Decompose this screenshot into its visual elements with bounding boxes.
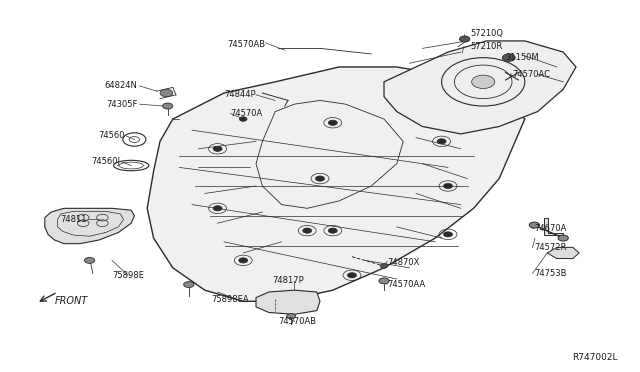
Text: 74570AB: 74570AB (227, 40, 266, 49)
Circle shape (239, 258, 248, 263)
Text: 74570AC: 74570AC (512, 70, 550, 79)
Circle shape (379, 278, 389, 284)
Text: 74570A: 74570A (230, 109, 262, 118)
Circle shape (444, 232, 452, 237)
Text: 75898EA: 75898EA (211, 295, 249, 304)
Text: 74753B: 74753B (534, 269, 567, 278)
Circle shape (213, 206, 222, 211)
Text: 57210Q: 57210Q (470, 29, 504, 38)
Circle shape (558, 235, 568, 241)
Text: 57210R: 57210R (470, 42, 502, 51)
Polygon shape (544, 218, 563, 235)
Polygon shape (256, 290, 320, 314)
Polygon shape (45, 208, 134, 244)
Circle shape (184, 282, 194, 288)
Circle shape (460, 36, 470, 42)
Text: 74844P: 74844P (225, 90, 256, 99)
Text: 74670A: 74670A (534, 224, 567, 233)
Circle shape (328, 228, 337, 233)
Text: 31150M: 31150M (506, 53, 540, 62)
Text: 64824N: 64824N (105, 81, 138, 90)
Text: FRONT: FRONT (54, 296, 88, 306)
Circle shape (437, 139, 446, 144)
Text: 74305F: 74305F (106, 100, 138, 109)
Text: 74570AA: 74570AA (387, 280, 426, 289)
Text: 75898E: 75898E (112, 271, 144, 280)
Circle shape (328, 120, 337, 125)
Circle shape (160, 89, 173, 97)
Circle shape (472, 75, 495, 89)
Text: 74570AB: 74570AB (278, 317, 317, 326)
Circle shape (163, 103, 173, 109)
Polygon shape (547, 247, 579, 259)
Circle shape (348, 273, 356, 278)
Polygon shape (147, 67, 525, 301)
Circle shape (239, 117, 247, 121)
Circle shape (444, 183, 452, 189)
Circle shape (502, 54, 515, 61)
Polygon shape (384, 41, 576, 134)
Circle shape (84, 257, 95, 263)
Circle shape (303, 228, 312, 233)
Circle shape (213, 146, 222, 151)
Text: R747002L: R747002L (572, 353, 618, 362)
Circle shape (287, 314, 296, 319)
Text: 74572R: 74572R (534, 243, 567, 252)
Text: 74870X: 74870X (387, 258, 420, 267)
Circle shape (529, 222, 540, 228)
Text: 74811: 74811 (60, 215, 86, 224)
Text: 74560J: 74560J (92, 157, 120, 166)
Circle shape (380, 264, 388, 268)
Text: 74560: 74560 (99, 131, 125, 140)
Circle shape (316, 176, 324, 181)
Text: 74817P: 74817P (272, 276, 304, 285)
